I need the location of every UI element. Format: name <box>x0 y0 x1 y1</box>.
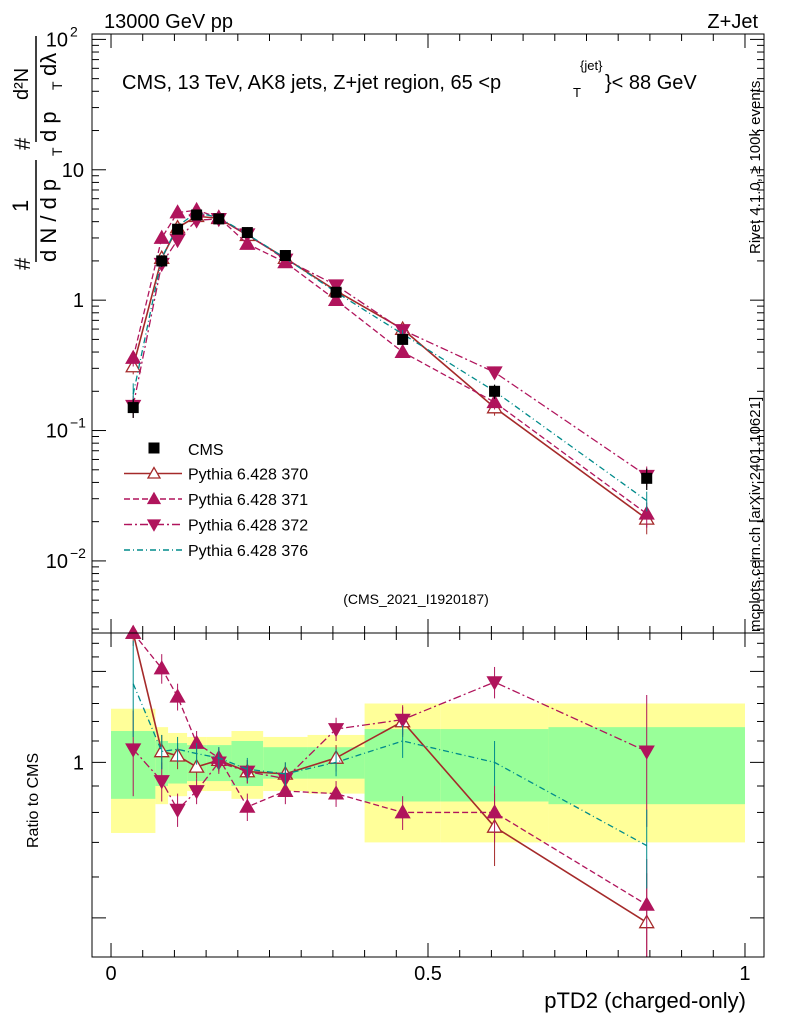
mcplots-label: mcplots.cern.ch [arXiv:2401.10621] <box>747 397 764 632</box>
series-layer <box>125 201 655 957</box>
x-tick-label: 1 <box>739 963 750 985</box>
y-tick-label-exponent: 2 <box>70 23 78 39</box>
marker-triangle-down <box>327 279 345 294</box>
marker-triangle-down <box>486 676 503 691</box>
legend-item-cms: CMS <box>148 442 224 459</box>
marker-triangle-up <box>239 235 256 250</box>
title-sub: T <box>573 85 581 100</box>
marker-triangle-down <box>169 803 186 818</box>
marker-triangle-up <box>169 688 186 703</box>
marker-triangle-up <box>188 758 205 773</box>
marker-square <box>330 286 342 298</box>
analysis-id: (CMS_2021_I1920187) <box>343 591 489 607</box>
x-axis-label: pTD2 (charged-only) <box>544 988 746 1013</box>
marker-square <box>279 250 291 262</box>
y-tick-label: 10 <box>46 551 68 573</box>
marker-square <box>127 402 139 414</box>
marker-square <box>172 223 184 235</box>
legend-label: CMS <box>188 442 224 459</box>
legend-label: Pythia 6.428 371 <box>188 492 308 509</box>
ratio-uncertainty-bands <box>111 703 745 843</box>
cms-data-layer <box>127 209 653 490</box>
ratio-y-tick-label: 1 <box>73 752 84 774</box>
ylabel-frac1-den-sub: T <box>49 147 65 156</box>
x-tick-label: 0 <box>105 963 116 985</box>
marker-triangle-down <box>638 745 655 760</box>
marker-triangle-up <box>239 798 256 813</box>
marker-triangle-down <box>188 785 205 800</box>
plot-title: CMS, 13 TeV, AK8 jets, Z+jet region, 65 … <box>122 58 697 100</box>
marker-square <box>241 227 253 239</box>
marker-triangle-down <box>169 233 186 249</box>
marker-triangle-up <box>125 349 142 364</box>
ratio-y-label: Ratio to CMS <box>25 753 42 848</box>
marker-triangle-up <box>638 896 655 911</box>
energy-label: 13000 GeV pp <box>104 11 233 33</box>
y-axis-label: # 1 d N / d p T # d²N d p T dλ <box>8 36 65 270</box>
series-line <box>132 218 648 477</box>
ylabel-frac2-den-tail: dλ <box>36 53 61 76</box>
marker-square <box>191 209 203 221</box>
marker-square <box>489 385 501 397</box>
y-tick-label: 10 <box>46 29 68 51</box>
ylabel-frac2-num: d²N <box>11 68 33 100</box>
rivet-label: Rivet 4.1.0, ≥ 100k events <box>747 81 764 254</box>
x-tick-label: 0.5 <box>414 963 442 985</box>
legend: CMS Pythia 6.428 370 Pythia 6.428 371 Pythi… <box>124 442 308 560</box>
ylabel-frac1-num: 1 <box>8 200 33 212</box>
marker-triangle-up <box>153 229 170 244</box>
marker-triangle-up <box>146 466 162 479</box>
legend-item-pythia-6-428-370: Pythia 6.428 370 <box>124 466 308 484</box>
ylabel-hash-mid: # <box>10 137 35 150</box>
marker-triangle-up <box>486 393 503 409</box>
marker-triangle-up <box>146 491 162 505</box>
title-sup: {jet} <box>580 58 603 73</box>
marker-triangle-up <box>394 804 411 819</box>
marker-triangle-up <box>153 660 170 675</box>
marker-square <box>213 213 225 225</box>
ylabel-hash-left: # <box>10 257 35 270</box>
marker-triangle-down <box>327 723 345 738</box>
title-suffix: }< 88 GeV <box>605 72 697 94</box>
marker-triangle-down <box>153 775 170 790</box>
series-pythia-6-428-371 <box>125 201 655 957</box>
process-label: Z+Jet <box>707 11 758 33</box>
marker-triangle-up <box>327 785 345 800</box>
marker-triangle-down <box>146 519 162 532</box>
marker-square <box>641 472 653 484</box>
marker-square <box>156 255 168 267</box>
marker-triangle-up <box>394 343 411 358</box>
ylabel-frac2-den-sub: T <box>49 81 65 90</box>
marker-triangle-up <box>638 505 655 520</box>
legend-label: Pythia 6.428 370 <box>188 467 308 484</box>
marker-triangle-up <box>486 804 503 819</box>
legend-item-pythia-6-428-371: Pythia 6.428 371 <box>124 491 308 509</box>
ylabel-frac1-den: d N / d p <box>36 179 61 262</box>
ratio-line <box>132 683 648 847</box>
y-tick-label-exponent: −1 <box>70 415 86 431</box>
ylabel-frac2-den: d p <box>36 111 61 142</box>
y-tick-label: 10 <box>62 160 84 182</box>
legend-label: Pythia 6.428 376 <box>188 543 308 560</box>
title-prefix: CMS, 13 TeV, AK8 jets, Z+jet region, 65 … <box>122 72 501 94</box>
marker-square <box>397 333 409 345</box>
marker-triangle-up <box>169 204 186 219</box>
marker-triangle-down <box>486 366 503 381</box>
y-tick-label-exponent: −2 <box>70 545 86 561</box>
y-tick-label: 1 <box>73 290 84 312</box>
ratio-line <box>132 681 647 811</box>
marker-triangle-up <box>327 291 345 307</box>
marker-triangle-down <box>394 713 411 728</box>
marker-triangle-up <box>125 624 142 639</box>
legend-label: Pythia 6.428 372 <box>188 518 308 535</box>
legend-item-pythia-6-428-376: Pythia 6.428 376 <box>124 543 308 560</box>
marker-square <box>148 442 160 454</box>
legend-item-pythia-6-428-372: Pythia 6.428 372 <box>124 518 308 535</box>
y-tick-label: 10 <box>46 421 68 443</box>
marker-triangle-down <box>125 743 142 758</box>
